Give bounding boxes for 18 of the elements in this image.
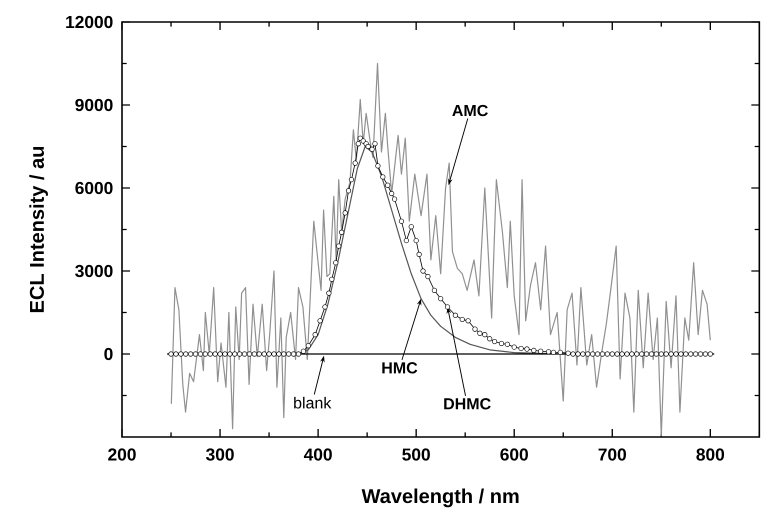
annotation: DHMC: [444, 398, 491, 410]
x-axis-title: Wavelength / nm: [362, 488, 519, 508]
y-tick-label: 12000: [66, 16, 113, 28]
x-tick-label: 600: [500, 448, 528, 461]
x-tick-label: 300: [206, 448, 234, 461]
y-axis-title: ECL Intensity / au: [29, 146, 48, 312]
y-tick-label: 6000: [75, 182, 113, 194]
y-tick-label: 9000: [75, 98, 113, 112]
x-tick-label: 700: [598, 448, 626, 461]
x-tick-label: 400: [304, 448, 332, 461]
annotation: HMC: [382, 362, 418, 374]
x-tick-label: 800: [696, 448, 724, 461]
x-tick-label: 500: [402, 448, 430, 461]
x-tick-label: 200: [108, 448, 136, 461]
y-tick-label: 3000: [75, 264, 113, 278]
y-tick-label: 0: [104, 348, 113, 360]
annotation: blank: [294, 396, 332, 409]
annotation: AMC: [452, 104, 488, 116]
